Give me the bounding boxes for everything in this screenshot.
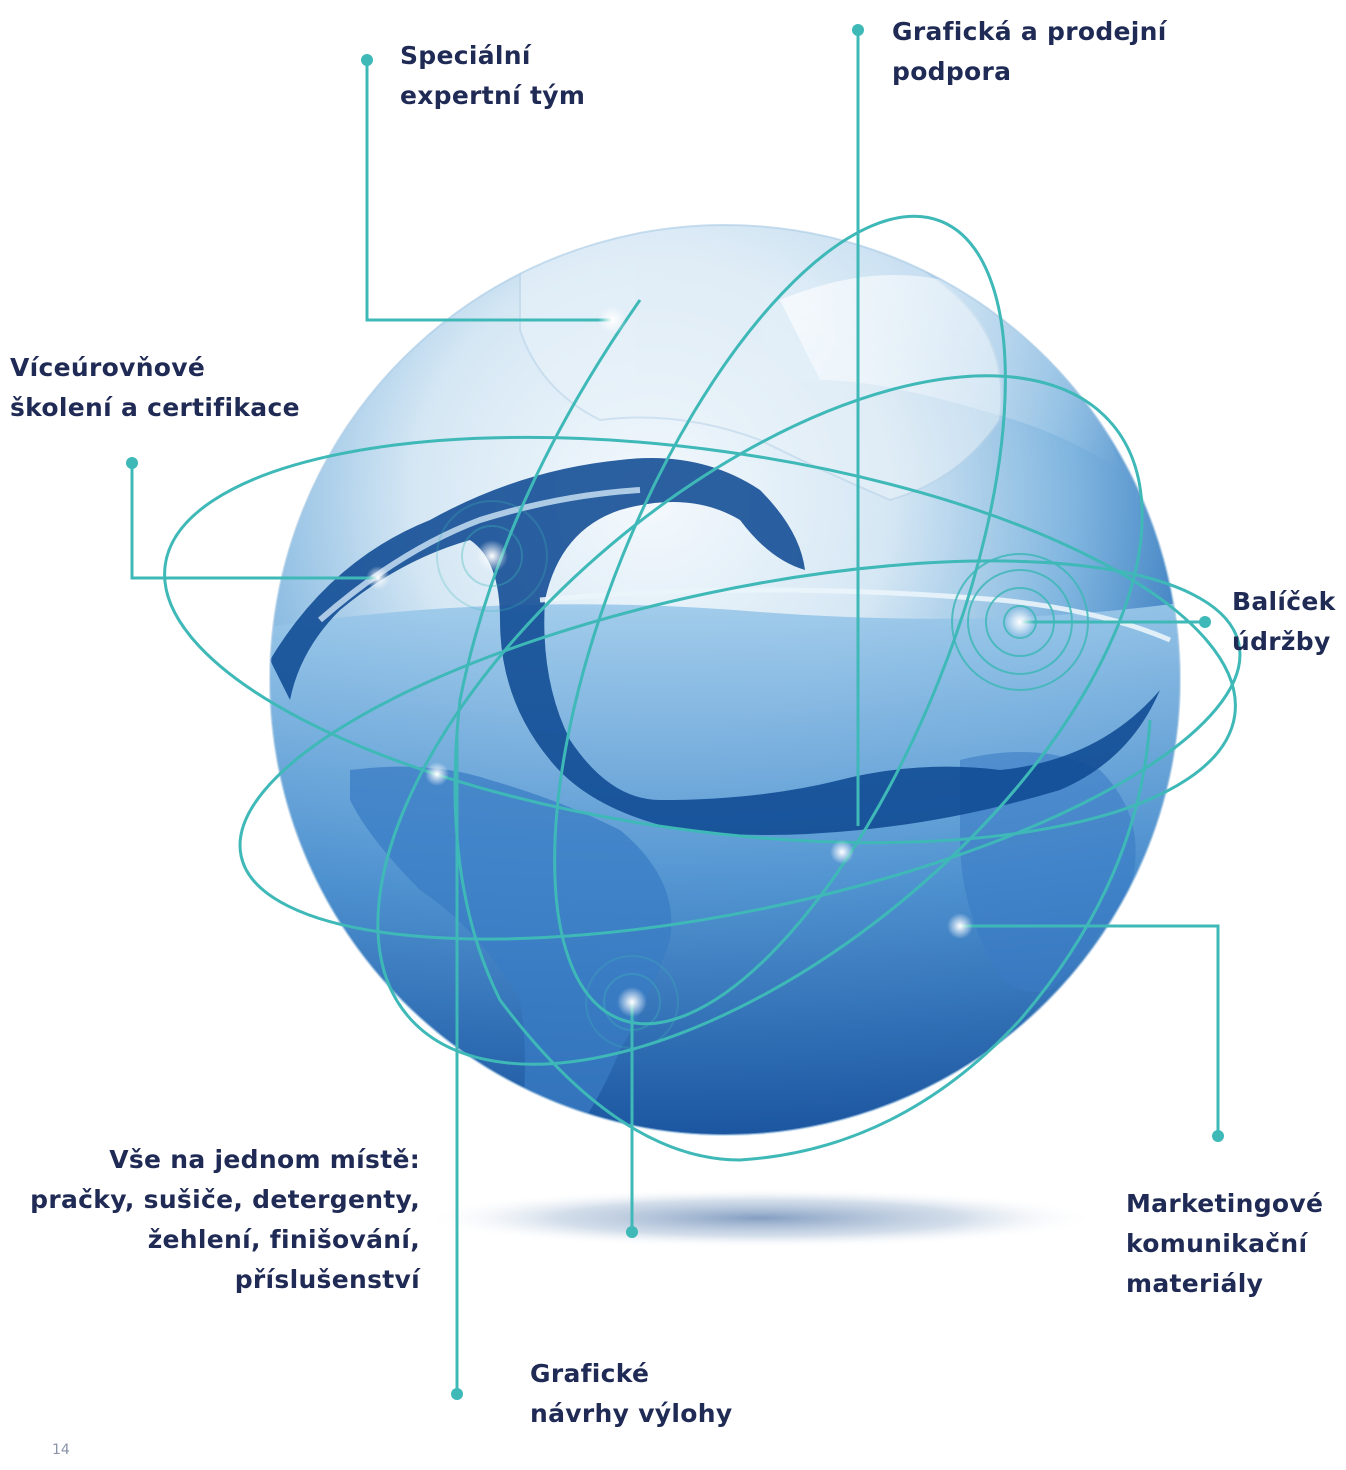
orbit-line: [453, 299, 1152, 1162]
label-line: komunikační: [1126, 1229, 1308, 1258]
label-window-design: Grafické návrhy výlohy: [530, 1354, 732, 1434]
label-line: žehlení, finišování,: [147, 1225, 420, 1254]
sparkle: [1006, 608, 1034, 636]
label-line: Víceúrovňové: [10, 353, 206, 382]
page-number: 14: [52, 1442, 70, 1458]
africa-shape: [960, 752, 1136, 992]
label-line: Marketingové: [1126, 1189, 1324, 1218]
label-line: Speciální: [400, 41, 531, 70]
globe: [269, 224, 1181, 1136]
connector-marketing: [960, 924, 1220, 1136]
dot-marketing: [1212, 1130, 1224, 1142]
label-line: příslušenství: [234, 1265, 420, 1294]
connector-dots: [126, 24, 1224, 1400]
sparkle: [617, 987, 647, 1017]
label-line: údržby: [1232, 627, 1331, 656]
sparkles: [366, 306, 1034, 1017]
orbit-line: [376, 374, 1144, 1066]
orbit-line: [553, 214, 1007, 1026]
globe-highlight: [780, 275, 1120, 470]
label-line: Vše na jednom místě:: [109, 1145, 420, 1174]
label-line: expertní tým: [400, 81, 586, 110]
sparkle: [425, 762, 449, 786]
dot-one-stop: [451, 1388, 463, 1400]
label-maintenance: Balíček údržby: [1232, 582, 1336, 662]
connector-training: [130, 463, 378, 580]
label-line: pračky, sušiče, detergenty,: [30, 1185, 420, 1214]
label-line: Balíček: [1232, 587, 1336, 616]
dot-training: [126, 457, 138, 469]
south-america-shape: [350, 766, 672, 1135]
dot-window-design: [626, 1226, 638, 1238]
label-line: Grafické: [530, 1359, 650, 1388]
label-line: školení a certifikace: [10, 393, 300, 422]
globe-shadow: [420, 1188, 1100, 1248]
orbit-line: [238, 559, 1242, 941]
connector-special-team: [365, 60, 612, 322]
sparkle: [598, 306, 626, 334]
sparkle: [947, 913, 973, 939]
sparkle: [366, 566, 390, 590]
water-surface-line: [539, 587, 1171, 643]
dot-special-team: [361, 54, 373, 66]
water-body: [270, 600, 1180, 1135]
dot-graphic-sales: [852, 24, 864, 36]
label-line: materiály: [1126, 1269, 1264, 1298]
orbit-lines: [163, 214, 1242, 1162]
label-line: Grafická a prodejní: [892, 17, 1167, 46]
connector-lines: [130, 30, 1220, 1394]
label-line: podpora: [892, 57, 1012, 86]
dot-maintenance: [1199, 616, 1211, 628]
sparkle: [830, 840, 854, 864]
orbit-line: [163, 435, 1237, 845]
label-marketing: Marketingové komunikační materiály: [1126, 1184, 1323, 1304]
label-line: návrhy výlohy: [530, 1399, 733, 1428]
label-training: Víceúrovňové školení a certifikace: [10, 348, 300, 428]
label-one-stop: Vše na jednom místě: pračky, sušiče, det…: [30, 1140, 420, 1300]
sparkle: [476, 540, 508, 572]
label-graphic-sales: Grafická a prodejní podpora: [892, 12, 1167, 92]
label-special-team: Speciální expertní tým: [400, 36, 585, 116]
